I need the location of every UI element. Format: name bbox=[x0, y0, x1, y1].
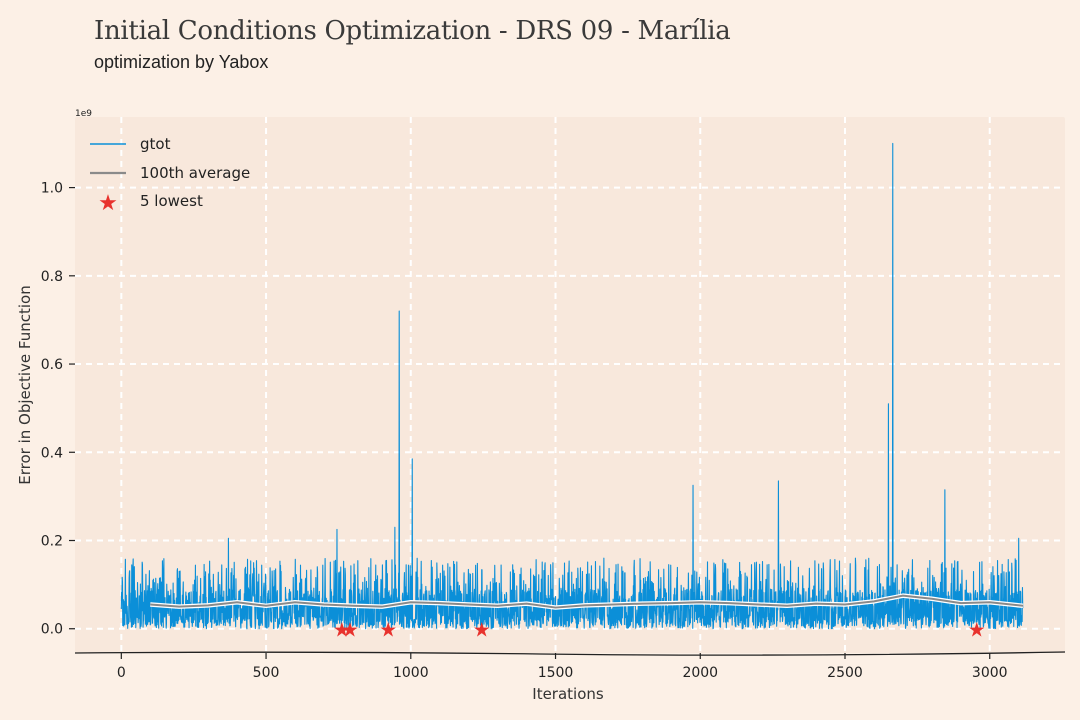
lowest-point-marker: ★ bbox=[968, 618, 986, 642]
chart-title: Initial Conditions Optimization - DRS 09… bbox=[94, 16, 731, 46]
average-line bbox=[150, 594, 1024, 609]
y-offset-label: 1e9 bbox=[75, 109, 92, 119]
x-axis-label: Iterations bbox=[532, 685, 604, 703]
legend-label-average: 100th average bbox=[140, 164, 250, 182]
x-tick-label: 2500 bbox=[827, 665, 863, 681]
y-tick-label: 0.4 bbox=[41, 445, 63, 461]
grid-lines bbox=[75, 117, 1065, 653]
x-tick-label: 2000 bbox=[682, 665, 718, 681]
lowest-series: ★★ ★ ★ ★ bbox=[333, 618, 986, 642]
y-ticks: 0.0 0.2 0.4 0.6 0.8 1.0 bbox=[41, 181, 75, 638]
x-tick-label: 1500 bbox=[538, 665, 574, 681]
x-tick-label: 0 bbox=[117, 665, 126, 681]
x-tick-label: 3000 bbox=[972, 665, 1008, 681]
x-ticks: 0 500 1000 1500 2000 2500 3000 bbox=[117, 653, 1008, 681]
y-tick-label: 0.8 bbox=[41, 269, 63, 285]
y-tick-label: 0.0 bbox=[41, 622, 63, 638]
gtot-series bbox=[120, 142, 1024, 630]
y-tick-label: 0.6 bbox=[41, 357, 63, 373]
lowest-point-marker: ★ bbox=[333, 618, 351, 642]
y-tick-label: 1.0 bbox=[41, 181, 63, 197]
legend-label-lowest: 5 lowest bbox=[140, 192, 203, 210]
chart-subtitle: optimization by Yabox bbox=[94, 52, 269, 72]
lowest-point-marker: ★ bbox=[379, 618, 397, 642]
lowest-point-marker: ★ bbox=[341, 618, 359, 642]
x-tick-label: 1000 bbox=[393, 665, 429, 681]
y-tick-label: 0.2 bbox=[41, 534, 63, 550]
y-axis-label: Error in Objective Function bbox=[16, 285, 34, 484]
x-axis-line bbox=[74, 651, 1066, 656]
legend-label-gtot: gtot bbox=[140, 135, 171, 153]
average-series bbox=[150, 593, 1024, 610]
x-tick-label: 500 bbox=[253, 665, 280, 681]
plot-area bbox=[75, 117, 1065, 653]
lowest-point-marker: ★ bbox=[473, 618, 491, 642]
gtot-line bbox=[120, 142, 1024, 630]
legend-star-lowest: ★ bbox=[98, 191, 118, 216]
legend: gtot 100th average ★ 5 lowest bbox=[90, 135, 250, 216]
